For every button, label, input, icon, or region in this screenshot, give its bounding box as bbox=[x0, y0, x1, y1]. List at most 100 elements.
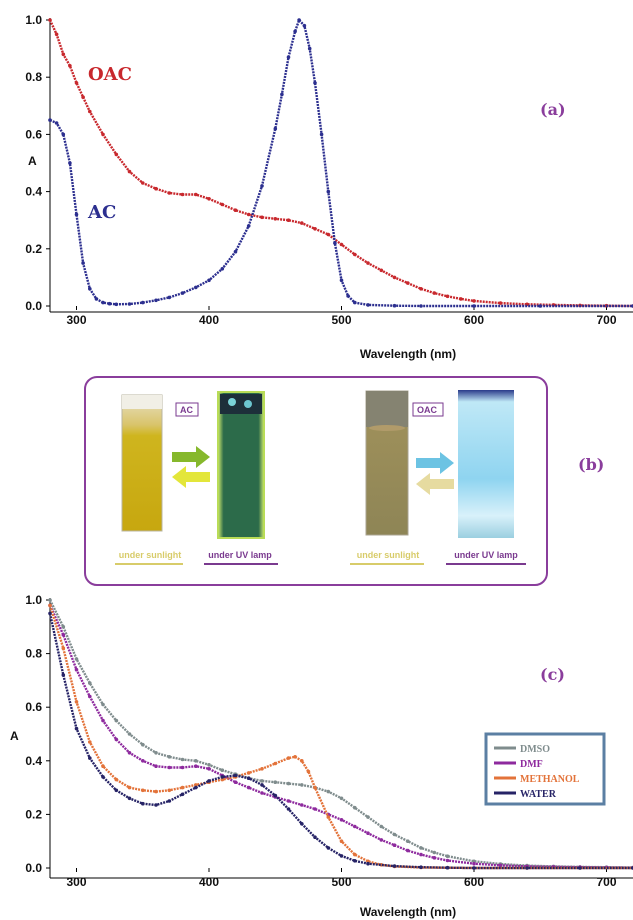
data-point-water bbox=[339, 854, 344, 858]
data-point-ac bbox=[419, 304, 423, 308]
data-point-oac bbox=[101, 132, 105, 137]
data-point-dmso bbox=[141, 742, 145, 747]
data-point-oac bbox=[54, 32, 59, 37]
data-point-methanol bbox=[353, 852, 357, 857]
data-point-water bbox=[61, 673, 66, 677]
y-tick-label: 0.6 bbox=[25, 127, 42, 141]
data-point-ac bbox=[167, 295, 172, 300]
cuvette-ac-sunlight bbox=[121, 394, 163, 532]
legend-label-dmf: DMF bbox=[520, 759, 543, 770]
legend-label-methanol: METHANOL bbox=[520, 774, 580, 785]
data-point-ac bbox=[114, 302, 119, 307]
data-point-dmso bbox=[167, 755, 172, 759]
data-point-dmf bbox=[472, 861, 476, 866]
data-point-dmf bbox=[392, 843, 397, 847]
data-point-water bbox=[392, 864, 397, 868]
data-point-oac bbox=[180, 192, 185, 197]
data-point-dmf bbox=[207, 767, 211, 771]
data-point-dmso bbox=[260, 779, 264, 783]
series-line-oac bbox=[48, 19, 633, 308]
panel-label-c: (c) bbox=[540, 665, 565, 684]
data-point-ac bbox=[302, 23, 307, 28]
data-point-ac bbox=[346, 294, 350, 298]
data-point-methanol bbox=[48, 603, 52, 608]
data-point-methanol bbox=[313, 785, 317, 790]
data-point-oac bbox=[260, 215, 264, 220]
data-point-ac bbox=[260, 184, 264, 188]
data-point-methanol bbox=[286, 756, 291, 760]
caption-sunlight-oac: under sunlight bbox=[357, 550, 420, 560]
data-point-ac bbox=[366, 303, 370, 307]
data-point-oac bbox=[88, 109, 92, 114]
data-point-dmf bbox=[180, 765, 185, 770]
data-point-water bbox=[326, 846, 331, 850]
y-tick-label: 1.0 bbox=[25, 13, 42, 27]
tag-oac: OAC bbox=[417, 405, 438, 415]
data-point-dmf bbox=[88, 694, 92, 699]
data-point-dmf bbox=[445, 858, 450, 863]
data-point-ac bbox=[286, 55, 291, 59]
data-point-ac bbox=[353, 300, 357, 305]
x-axis-title-c: Wavelength (nm) bbox=[360, 905, 456, 919]
data-point-dmso bbox=[392, 832, 397, 837]
data-point-dmso bbox=[194, 759, 198, 763]
y-tick-label: 0.2 bbox=[25, 807, 42, 821]
data-point-water bbox=[445, 865, 450, 870]
series-methanol bbox=[48, 603, 633, 870]
data-point-dmf bbox=[339, 818, 344, 822]
data-point-ac bbox=[319, 132, 324, 137]
data-point-methanol bbox=[114, 777, 119, 782]
arrow-left-icon bbox=[416, 473, 454, 495]
y-tick-label: 1.0 bbox=[25, 593, 42, 607]
data-point-dmf bbox=[432, 856, 437, 860]
data-point-water bbox=[233, 773, 238, 778]
data-point-methanol bbox=[339, 839, 344, 843]
data-point-ac bbox=[333, 241, 337, 245]
data-point-water bbox=[366, 861, 370, 866]
data-point-dmso bbox=[366, 815, 370, 819]
data-point-oac bbox=[300, 221, 304, 225]
data-point-water bbox=[286, 807, 291, 811]
data-point-dmf bbox=[353, 824, 357, 829]
data-point-ac bbox=[127, 302, 132, 306]
data-point-water bbox=[419, 865, 423, 869]
data-point-ac bbox=[233, 249, 238, 254]
data-point-dmf bbox=[74, 667, 79, 672]
data-point-ac bbox=[280, 92, 284, 97]
x-tick-label: 700 bbox=[596, 313, 616, 327]
x-tick-label: 600 bbox=[464, 875, 484, 889]
data-point-ac bbox=[273, 126, 278, 131]
data-point-dmso bbox=[339, 796, 344, 801]
series-ac bbox=[48, 18, 633, 308]
tag-ac-box bbox=[175, 402, 199, 417]
y-tick-label: 0.6 bbox=[25, 700, 42, 714]
y-axis-title-c: A bbox=[10, 729, 19, 743]
data-point-water bbox=[114, 788, 119, 793]
data-point-ac bbox=[61, 132, 66, 137]
data-point-ac bbox=[74, 212, 79, 217]
data-point-oac bbox=[273, 217, 278, 221]
data-point-ac bbox=[68, 161, 72, 165]
data-point-methanol bbox=[246, 771, 251, 775]
data-point-dmf bbox=[61, 633, 66, 637]
data-point-ac bbox=[538, 304, 543, 308]
caption-uv-ac: under UV lamp bbox=[208, 550, 272, 560]
data-point-dmf bbox=[498, 863, 503, 868]
data-point-dmf bbox=[154, 764, 158, 768]
data-point-water bbox=[220, 775, 225, 779]
data-point-dmf bbox=[379, 838, 384, 842]
data-point-water bbox=[167, 799, 172, 803]
legend-c: DMSO DMF METHANOL WATER bbox=[484, 732, 606, 806]
x-tick-label: 500 bbox=[331, 313, 351, 327]
caption-uv-oac: under UV lamp bbox=[454, 550, 518, 560]
data-point-water bbox=[313, 835, 317, 839]
data-point-ac bbox=[220, 267, 225, 271]
data-point-methanol bbox=[260, 767, 264, 771]
y-tick-label: 0.8 bbox=[25, 70, 42, 84]
panel-b: AC under sunlight under UV lamp OAC bbox=[84, 376, 604, 586]
data-point-dmso bbox=[273, 780, 278, 784]
data-point-water bbox=[300, 822, 304, 826]
data-point-oac bbox=[61, 52, 66, 57]
data-point-ac bbox=[101, 300, 105, 305]
data-point-ac bbox=[88, 287, 92, 291]
